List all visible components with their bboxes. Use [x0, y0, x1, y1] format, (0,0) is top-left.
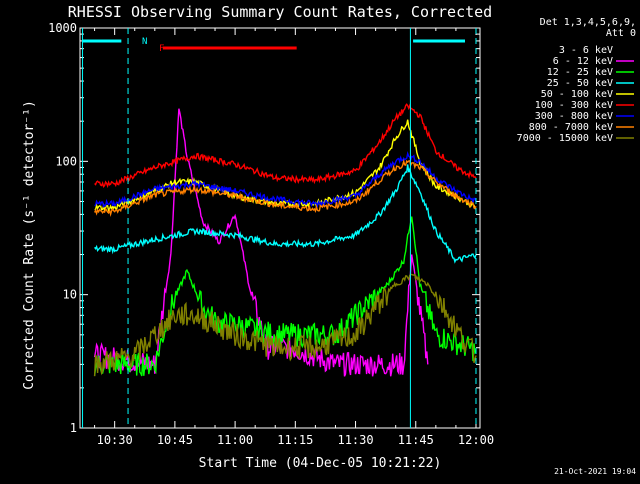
x-tick-label: 11:30 — [337, 433, 373, 447]
series-layer — [93, 103, 477, 414]
axis-layer: 10:30 10:45 11:00 11:15 11:30 11:45 12:00 1 10 10… — [48, 21, 494, 447]
series-line-12-25-kev — [93, 216, 477, 377]
x-tick-label: 11:00 — [217, 433, 253, 447]
series-line-800-7000-kev — [93, 158, 477, 218]
overlay-layer: NF — [82, 28, 477, 428]
legend-label-3-6-kev: 3 - 6 keV — [559, 45, 613, 56]
series-line-100-300-kev — [94, 103, 477, 189]
flare-marker-label: F — [159, 44, 164, 54]
chart-title: RHESSI Observing Summary Count Rates, Co… — [68, 3, 492, 21]
legend-label-12-25-kev: 12 - 25 keV — [547, 67, 613, 78]
legend-header: Det 1,3,4,5,6,9, — [540, 17, 636, 28]
x-tick-label: 10:45 — [157, 433, 193, 447]
night-marker-label: N — [142, 37, 147, 47]
legend-label-300-800-kev: 300 - 800 keV — [535, 111, 613, 122]
y-tick-label: 1 — [70, 421, 77, 435]
series-line-7000-15000-kev — [93, 273, 477, 377]
legend-label-25-50-kev: 25 - 50 keV — [547, 78, 613, 89]
y-tick-label: 100 — [55, 154, 77, 168]
plot-frame — [79, 27, 481, 429]
legend-label-7000-15000-kev: 7000 - 15000 keV — [517, 133, 613, 144]
series-line-6-12-kev — [93, 108, 429, 377]
y-tick-label: 1000 — [48, 21, 77, 35]
legend-label-6-12-kev: 6 - 12 keV — [553, 56, 613, 67]
y-axis-label: Corrected Count Rate (s⁻¹ detector⁻¹) — [22, 100, 37, 390]
x-tick-label: 11:45 — [398, 433, 434, 447]
legend-header: Att 0 — [606, 28, 636, 39]
series-line-300-800-kev — [94, 150, 477, 209]
series-line-25-50-kev — [94, 164, 477, 264]
x-tick-label: 10:30 — [97, 433, 133, 447]
y-tick-label: 10 — [63, 288, 77, 302]
x-tick-label: 11:15 — [277, 433, 313, 447]
timestamp: 21-Oct-2021 19:04 — [554, 467, 636, 476]
x-tick-label: 12:00 — [458, 433, 494, 447]
legend-label-100-300-kev: 100 - 300 keV — [535, 100, 613, 111]
legend-label-50-100-kev: 50 - 100 keV — [541, 89, 613, 100]
legend-label-800-7000-kev: 800 - 7000 keV — [529, 122, 613, 133]
x-axis-label: Start Time (04-Dec-05 10:21:22) — [199, 456, 442, 471]
